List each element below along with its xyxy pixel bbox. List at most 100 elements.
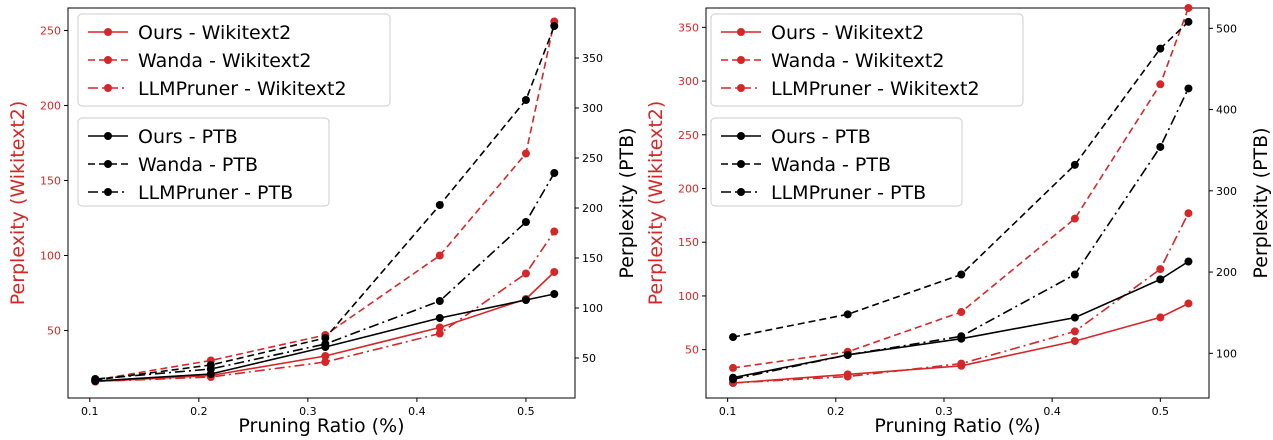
data-point (435, 314, 444, 322)
y-axis-title-left: Perplexity (Wikitext2) (7, 101, 29, 306)
x-axis-title: Pruning Ratio (%) (238, 415, 404, 437)
data-point (1184, 84, 1193, 93)
data-point (1184, 257, 1193, 266)
data-point (435, 297, 444, 305)
y-tick-label-left: 150 (678, 236, 699, 249)
y-tick-label-left: 350 (678, 21, 699, 34)
plot-frame (67, 7, 576, 399)
series-line-5 (732, 88, 1190, 381)
chart-panel-right: 0.1 0.2 0.3 0.4 0.5 50 100 150 200 250 300 350 100 20… (645, 4, 1272, 437)
y-tick-label-right: 350 (582, 52, 603, 65)
data-point (521, 96, 530, 104)
legend-label: Ours - Wikitext2 (771, 22, 924, 44)
y-axis-title-left: Perplexity (Wikitext2) (645, 101, 667, 306)
data-point (957, 332, 966, 341)
y-tick-label-left: 50 (47, 325, 61, 338)
data-point (321, 340, 330, 348)
data-point (1070, 327, 1079, 336)
y-tick-label-right: 150 (582, 252, 603, 265)
series-line-3 (95, 293, 555, 382)
legend-label: Wanda - PTB (138, 154, 258, 176)
data-point (521, 296, 530, 304)
legend-label: LLMPruner - Wikitext2 (771, 78, 980, 100)
legend-marker (737, 56, 745, 64)
data-point (1070, 270, 1079, 279)
data-point (1184, 299, 1193, 308)
data-point (1156, 44, 1165, 53)
legend-wikitext2 (710, 13, 1024, 107)
legend-label: Ours - PTB (138, 126, 238, 148)
data-point (321, 352, 330, 360)
x-tick-label: 0.3 (299, 405, 317, 418)
series-line-3 (732, 260, 1189, 379)
x-tick-label: 0.3 (935, 405, 953, 418)
legend-label: Wanda - PTB (771, 154, 891, 176)
legend-marker (104, 132, 112, 140)
data-point (435, 323, 444, 332)
data-point (1070, 160, 1079, 169)
legend-marker (104, 188, 112, 196)
data-point (435, 329, 444, 338)
series-line-4 (95, 25, 556, 381)
legend-marker (104, 84, 112, 92)
data-point (550, 22, 559, 30)
x-tick-label: 0.5 (1152, 405, 1170, 418)
data-point (843, 372, 852, 381)
y-tick-label-left: 150 (40, 175, 61, 188)
data-point (1156, 80, 1165, 89)
data-point (1184, 17, 1193, 26)
y-tick-label-left: 200 (40, 100, 61, 113)
series-line-0 (95, 271, 555, 383)
data-point (1070, 214, 1079, 223)
x-tick-label: 0.1 (81, 405, 99, 418)
data-point (957, 270, 966, 279)
data-point (1070, 337, 1079, 346)
y-tick-label-right: 50 (582, 352, 596, 365)
data-point (321, 334, 330, 342)
series-line-5 (95, 172, 555, 380)
legend-label: Wanda - Wikitext2 (771, 50, 944, 72)
data-point (843, 310, 852, 319)
y-tick-label-left: 100 (40, 250, 61, 263)
y-tick-label-right: 500 (1216, 22, 1237, 35)
x-tick-label: 0.1 (719, 405, 737, 418)
y-axis-title-right: Perplexity (PTB) (616, 127, 638, 278)
legend-marker (104, 28, 112, 36)
data-point (550, 169, 559, 177)
data-point (550, 227, 559, 236)
legend-wikitext2 (77, 13, 391, 107)
x-tick-label: 0.4 (1043, 405, 1061, 418)
data-point (1156, 313, 1165, 322)
data-point (435, 251, 444, 260)
y-tick-label-right: 250 (582, 152, 603, 165)
y-tick-label-left: 100 (678, 290, 699, 303)
data-point (1184, 4, 1193, 12)
legend-marker (737, 84, 745, 92)
legend-label: LLMPruner - PTB (771, 182, 926, 204)
legend-ptb (77, 117, 330, 207)
legend-marker (104, 160, 112, 168)
data-point (729, 375, 738, 384)
y-tick-label-right: 100 (582, 302, 603, 315)
data-point (1070, 313, 1079, 322)
plot-frame (705, 7, 1210, 399)
legend-label: Wanda - Wikitext2 (138, 50, 311, 72)
x-tick-label: 0.5 (517, 405, 535, 418)
legend-marker (737, 28, 745, 36)
data-point (435, 201, 444, 209)
legend-marker (737, 160, 745, 168)
x-tick-label: 0.2 (190, 405, 208, 418)
series-line-4 (732, 21, 1189, 338)
data-point (550, 268, 559, 276)
series-line-1 (95, 21, 556, 381)
data-point (1156, 142, 1165, 151)
y-tick-label-right: 200 (1216, 266, 1237, 279)
series-line-1 (732, 7, 1190, 369)
data-point (521, 149, 530, 158)
y-tick-label-left: 250 (678, 129, 699, 142)
data-point (550, 290, 559, 298)
data-point (321, 358, 330, 366)
y-tick-label-right: 100 (1216, 347, 1237, 360)
legend-label: LLMPruner - Wikitext2 (138, 78, 347, 100)
y-tick-label-right: 200 (582, 202, 603, 215)
